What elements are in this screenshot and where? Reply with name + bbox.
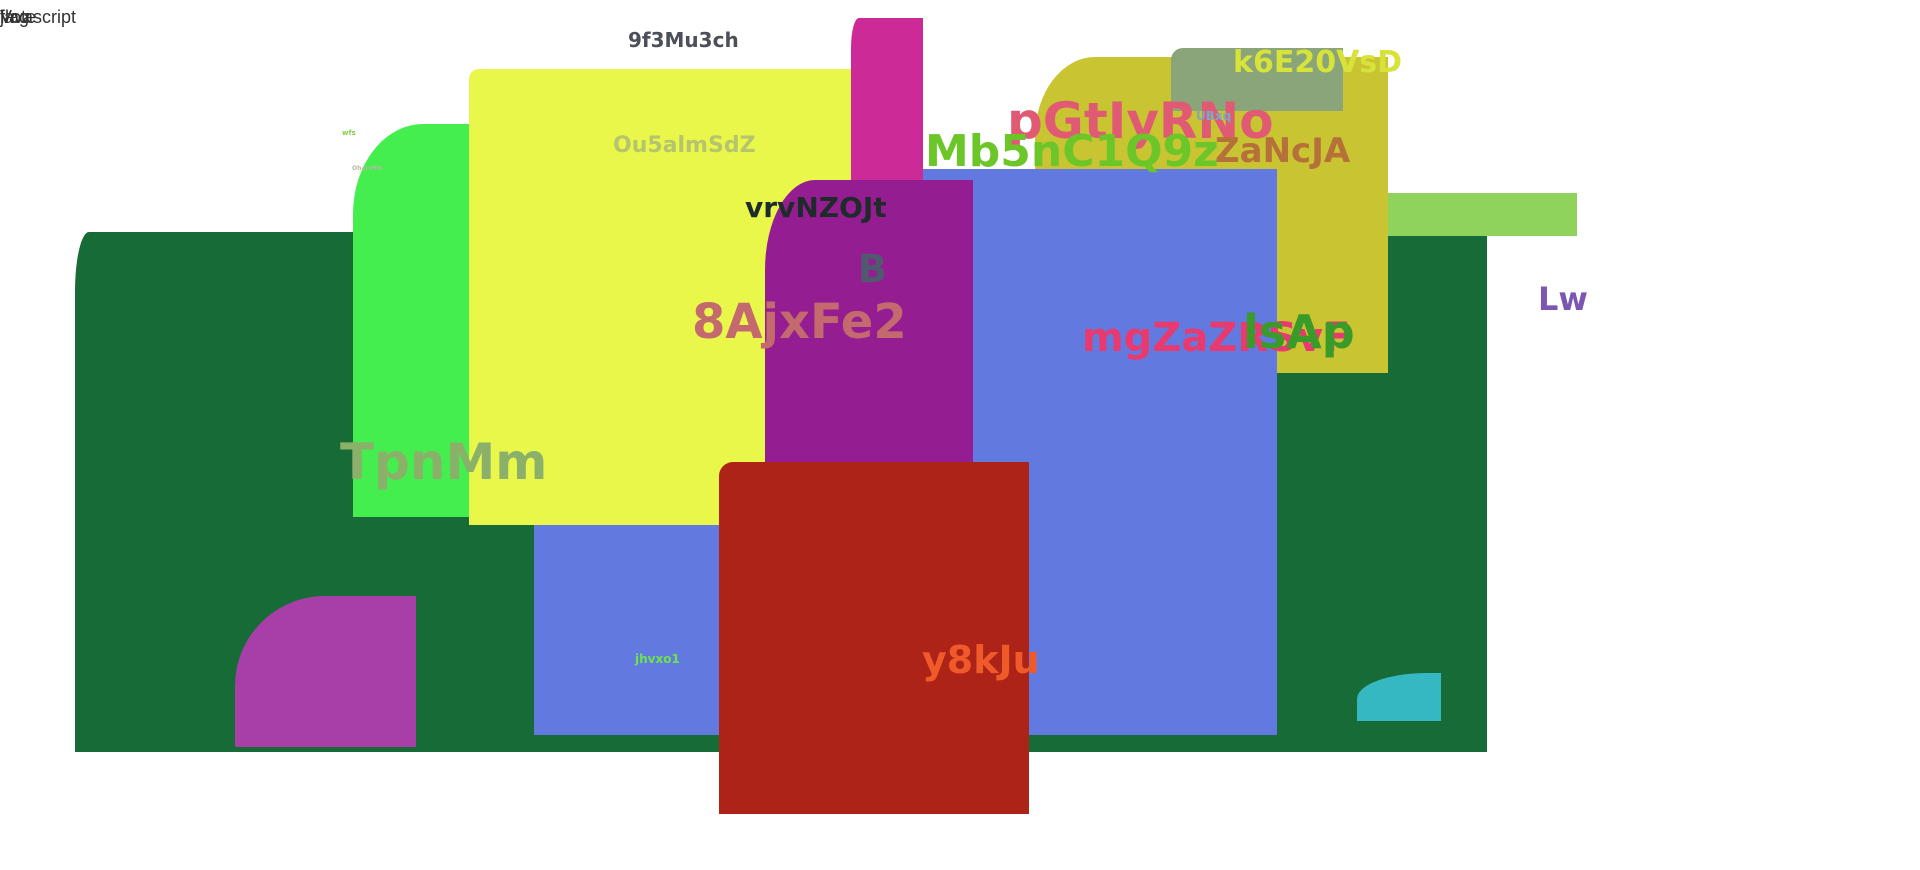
label-tpnmm: TpnMm [340, 433, 548, 491]
label-y8kju: y8kJu [922, 638, 1040, 682]
red-panel [719, 462, 1029, 814]
label-lw: Lw [1538, 280, 1588, 318]
label-zancja: ZaNcJA [1215, 131, 1351, 171]
label-ubxq: UBxq [1196, 109, 1232, 123]
light-green-bar [1380, 193, 1577, 236]
bright-green-panel [353, 124, 475, 517]
sage-panel [1171, 48, 1343, 111]
label-lsap: lsAp [1243, 305, 1355, 359]
corner-text-3: Vote [0, 7, 37, 27]
label-wfs: wfs [342, 129, 356, 137]
label-mb5nc1q9z: Mb5nC1Q9z [925, 126, 1219, 177]
label-jhvxo1: jhvxo1 [635, 652, 680, 666]
label-vrvnzojt: vrvNZOJt [745, 191, 887, 224]
corner-text-1: javascript [0, 7, 77, 27]
label-ou5almsdz: Ou5almSdZ [613, 133, 756, 158]
label-9f3mu3ch: 9f3Mu3ch [628, 28, 739, 52]
label-b: B [858, 247, 887, 291]
label-pgtiyrno: pGtIyRNo [1007, 92, 1274, 150]
magenta-strip [851, 18, 923, 190]
purple-panel [765, 180, 973, 472]
orchid-shape [235, 596, 416, 747]
label-mgzazrsvf: mgZaZRSvF [1082, 315, 1351, 361]
label-k6e20vsd: k6E20VsD [1233, 45, 1403, 80]
label-8ajxfe2: 8AjxFe2 [692, 294, 907, 350]
label-oharv: Oharv9lo [352, 165, 383, 172]
corner-text-2: flag [0, 7, 30, 27]
